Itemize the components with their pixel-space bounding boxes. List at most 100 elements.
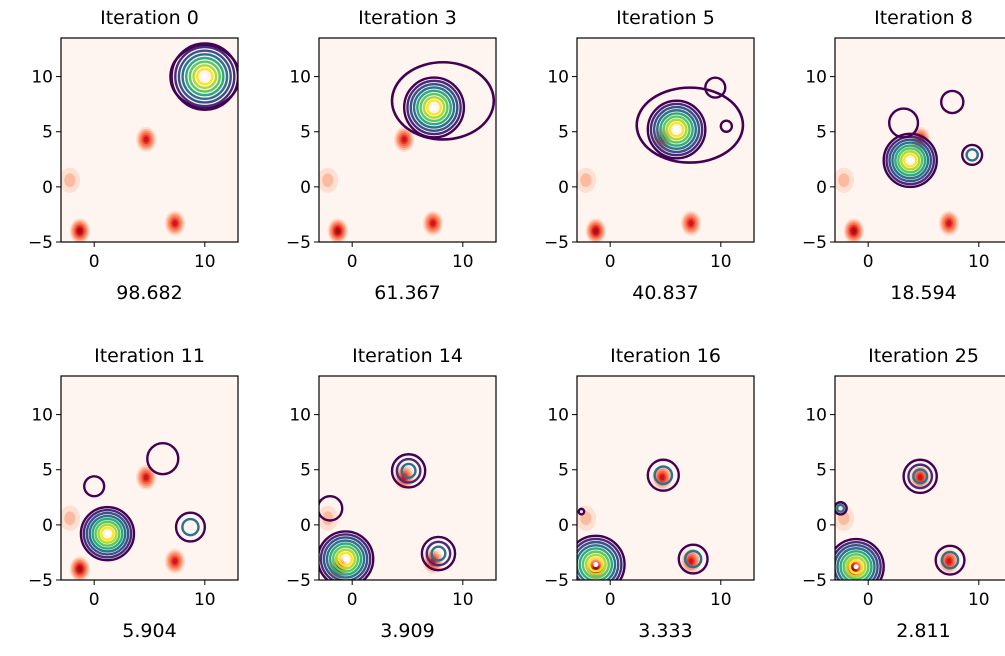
model-contour-0 xyxy=(668,121,685,138)
axes-frame xyxy=(318,375,497,581)
model-contour-2 xyxy=(425,540,452,567)
model-contour-0 xyxy=(412,86,456,129)
model-contour-0 xyxy=(646,99,707,160)
target-density-peak-0 xyxy=(322,173,334,188)
model-contour-0 xyxy=(88,514,127,553)
panel-loss-value: 3.333 xyxy=(638,620,692,642)
target-density-peak-2 xyxy=(401,136,407,143)
model-contour-0 xyxy=(425,99,443,116)
target-density-peak-1 xyxy=(335,228,341,234)
model-contour-0 xyxy=(581,550,610,579)
target-density-peak-3 xyxy=(688,558,694,565)
x-tick-label: 10 xyxy=(968,252,990,272)
model-contour-0 xyxy=(899,150,921,171)
panel-title: Iteration 14 xyxy=(352,345,463,367)
model-contour-0 xyxy=(584,553,607,576)
panel-title: Iteration 5 xyxy=(616,7,715,29)
model-contour-0 xyxy=(409,82,459,132)
panel-7: 0 10 10 5 0 −5 Iteration 25 2.811 xyxy=(802,345,1005,642)
x-tick-label: 10 xyxy=(452,252,474,272)
target-density-peak-0 xyxy=(64,511,76,526)
model-contour-1 xyxy=(653,465,674,486)
model-mode-marker xyxy=(343,556,349,562)
panel-4: 0 10 10 5 0 −5 Iteration 11 5.904 xyxy=(28,345,239,642)
model-outer-contour xyxy=(635,86,745,164)
model-contour-0 xyxy=(839,550,873,580)
panel-loss-value: 3.909 xyxy=(380,620,434,642)
model-contour-2 xyxy=(430,545,447,562)
y-tick-label: 5 xyxy=(42,123,53,143)
model-contour-0 xyxy=(325,539,366,579)
model-mode-marker xyxy=(853,564,859,570)
target-density-peak-3 xyxy=(946,220,952,227)
target-density-peak-3 xyxy=(688,220,694,227)
model-mode-marker xyxy=(104,531,110,537)
panel-2: 0 10 10 5 0 −5 Iteration 5 40.837 xyxy=(544,7,755,304)
model-contour-0 xyxy=(334,548,357,570)
target-density-peak-3 xyxy=(430,220,436,227)
target-density-peak-2 xyxy=(917,474,923,481)
model-contour-0 xyxy=(422,96,446,119)
model-contour-0 xyxy=(577,540,620,580)
model-contour-0 xyxy=(319,533,372,580)
y-tick-label: 10 xyxy=(31,406,53,426)
model-contour-2 xyxy=(965,148,979,162)
y-tick-label: 0 xyxy=(816,516,827,536)
panel-0: 0 10 10 5 0 −5 Iteration 0 98.682 xyxy=(28,7,239,304)
target-density-peak-0 xyxy=(838,173,850,188)
model-contour-0 xyxy=(406,79,462,136)
axes-frame xyxy=(318,37,497,243)
target-density-peak-0 xyxy=(322,511,334,526)
y-tick-label: 0 xyxy=(558,516,569,536)
model-mode-marker xyxy=(674,127,680,133)
model-contour-0 xyxy=(319,530,375,580)
target-density-peak-2 xyxy=(143,136,149,143)
model-contour-0 xyxy=(662,115,691,144)
x-tick-label: 0 xyxy=(863,252,874,272)
model-contour-1 xyxy=(646,458,680,492)
model-contour-3 xyxy=(174,511,207,543)
model-contour-0 xyxy=(402,76,466,139)
model-contour-1 xyxy=(146,442,180,476)
panel-loss-value: 98.682 xyxy=(116,282,182,304)
model-contour-0 xyxy=(577,534,626,580)
target-density-peak-1 xyxy=(593,228,599,234)
model-contour-0 xyxy=(79,505,136,562)
y-tick-label: 5 xyxy=(300,461,311,481)
model-contour-1 xyxy=(704,76,727,99)
model-contour-0 xyxy=(170,42,238,111)
model-contour-0 xyxy=(337,551,354,567)
x-tick-label: 0 xyxy=(863,590,874,610)
x-tick-label: 0 xyxy=(89,252,100,272)
y-tick-label: 5 xyxy=(558,123,569,143)
model-contour-0 xyxy=(888,138,933,183)
panel-title: Iteration 8 xyxy=(874,7,973,29)
model-contour-1 xyxy=(400,462,417,479)
model-contour-0 xyxy=(842,553,870,580)
panel-6: 0 10 10 5 0 −5 Iteration 16 3.333 xyxy=(544,345,755,642)
y-tick-label: 0 xyxy=(816,178,827,198)
y-tick-label: 5 xyxy=(816,123,827,143)
model-contour-0 xyxy=(94,520,121,547)
x-tick-label: 10 xyxy=(452,590,474,610)
y-tick-label: 0 xyxy=(42,178,53,198)
model-contour-0 xyxy=(902,153,918,168)
y-tick-label: 5 xyxy=(42,461,53,481)
y-tick-label: 10 xyxy=(289,68,311,88)
x-tick-label: 10 xyxy=(194,590,216,610)
target-density-peak-1 xyxy=(77,228,83,234)
model-contour-1 xyxy=(912,468,929,485)
y-tick-label: −5 xyxy=(286,571,311,591)
y-tick-label: 10 xyxy=(547,406,569,426)
x-tick-label: 0 xyxy=(605,252,616,272)
model-mode-marker xyxy=(431,104,437,110)
target-density-peak-2 xyxy=(143,474,149,481)
model-contour-2 xyxy=(961,143,984,167)
model-contour-1 xyxy=(395,457,422,484)
y-tick-label: −5 xyxy=(28,571,53,591)
model-contour-0 xyxy=(185,56,225,97)
y-tick-label: 10 xyxy=(805,68,827,88)
x-tick-label: 10 xyxy=(194,252,216,272)
model-contour-2 xyxy=(420,535,457,572)
panel-3: 0 10 10 5 0 −5 Iteration 8 18.594 xyxy=(802,7,1005,304)
